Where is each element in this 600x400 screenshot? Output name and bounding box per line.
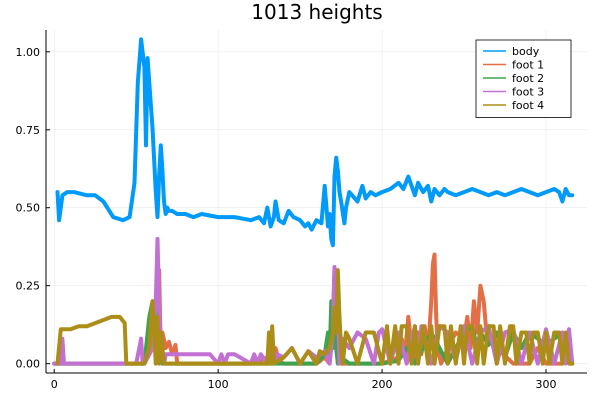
legend-label-foot-2: foot 2: [512, 72, 544, 85]
series-group: [52, 37, 575, 366]
x-tick-label: 300: [536, 378, 557, 391]
series-line-foot-4: [55, 268, 575, 366]
y-tick-label: 0.50: [16, 202, 41, 215]
axes: [45, 30, 587, 374]
series-line-body: [55, 37, 575, 248]
legend-label-foot-3: foot 3: [512, 86, 544, 99]
legend-label-body: body: [512, 45, 540, 58]
chart-title: 1013 heights: [251, 0, 382, 24]
x-tick-label: 100: [208, 378, 229, 391]
y-tick-label: 1.00: [16, 46, 41, 59]
y-tick-label: 0.75: [16, 124, 41, 137]
x-tick-label: 0: [51, 378, 58, 391]
legend-label-foot-4: foot 4: [512, 99, 544, 112]
y-tick-label: 0.00: [16, 358, 41, 371]
legend-label-foot-1: foot 1: [512, 59, 544, 72]
x-tick-label: 200: [372, 378, 393, 391]
y-tick-label: 0.25: [16, 280, 41, 293]
tick-labels: 0 100 200 300 0.00 0.25 0.50 0.75 1.00: [16, 46, 557, 391]
